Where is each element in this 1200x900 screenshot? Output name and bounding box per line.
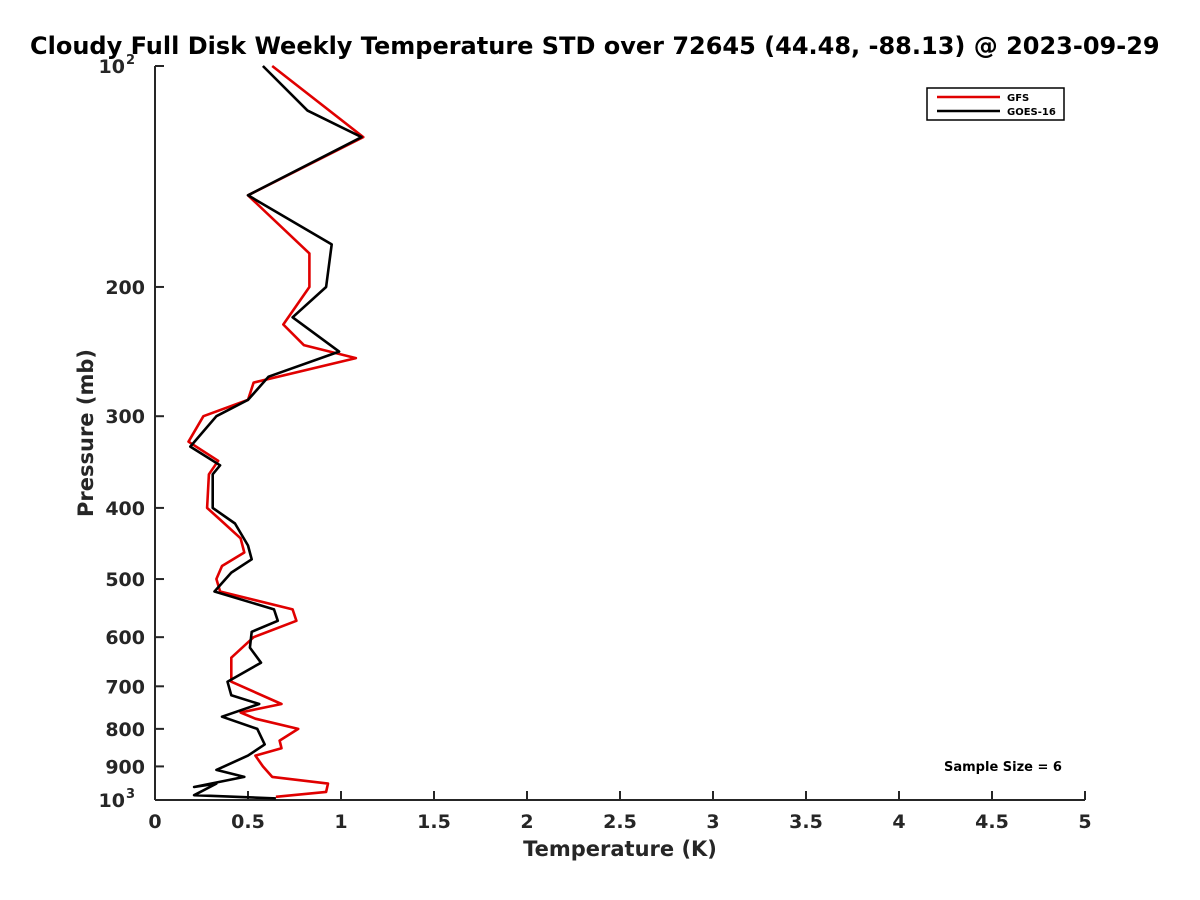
- y-tick-label: 10: [99, 790, 125, 812]
- y-tick-label: 900: [105, 756, 145, 778]
- x-tick-label: 1: [334, 811, 347, 833]
- legend-label: GOES-16: [1007, 107, 1056, 118]
- series-line-goes-16: [189, 65, 363, 800]
- y-tick-label: 700: [105, 676, 145, 698]
- y-tick-label: 600: [105, 627, 145, 649]
- x-axis: 0 0.5 1 1.5 2 2.5 3 3.5 4 4.5 5: [148, 791, 1092, 833]
- x-tick-label: 3.5: [789, 811, 823, 833]
- plot-area: [154, 66, 1085, 801]
- y-tick-label: 10: [99, 56, 125, 78]
- legend-box: [926, 87, 1065, 121]
- x-tick-label: 4: [892, 811, 905, 833]
- x-tick-label: 1.5: [417, 811, 451, 833]
- chart-title: Cloudy Full Disk Weekly Temperature STD …: [30, 32, 1160, 60]
- x-tick-label: 2.5: [603, 811, 637, 833]
- x-tick-label: 2: [520, 811, 533, 833]
- x-axis-title: Temperature (K): [523, 837, 717, 861]
- y-tick-exponent: 3: [126, 787, 135, 802]
- x-tick-label: 3: [706, 811, 719, 833]
- y-axis-title: Pressure (mb): [74, 349, 98, 517]
- y-tick-exponent: 2: [126, 53, 135, 68]
- y-tick-label: 400: [105, 498, 145, 520]
- sample-size-annotation: Sample Size = 6: [944, 760, 1062, 775]
- x-tick-label: 0.5: [231, 811, 265, 833]
- y-tick-label: 800: [105, 719, 145, 741]
- x-tick-label: 5: [1078, 811, 1091, 833]
- x-tick-label: 0: [148, 811, 161, 833]
- y-tick-label: 200: [105, 277, 145, 299]
- y-tick-label: 300: [105, 406, 145, 428]
- y-tick-label: 500: [105, 569, 145, 591]
- series-layer: [187, 64, 365, 800]
- legend-label: GFS: [1007, 93, 1029, 104]
- series-line-gfs: [187, 64, 365, 799]
- legend: GFS GOES-16: [926, 87, 1065, 121]
- x-tick-label: 4.5: [975, 811, 1009, 833]
